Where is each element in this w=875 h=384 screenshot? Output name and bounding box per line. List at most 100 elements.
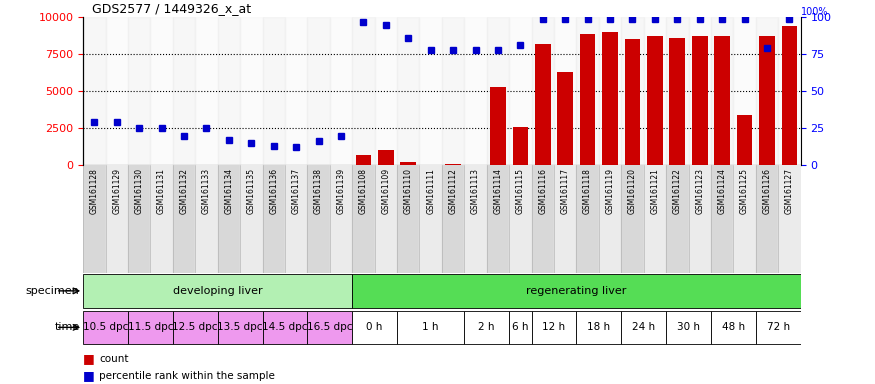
- Text: GSM161112: GSM161112: [449, 168, 458, 214]
- Bar: [218, 311, 262, 344]
- Bar: [218, 17, 240, 165]
- Bar: [106, 165, 128, 273]
- Text: GSM161108: GSM161108: [359, 168, 368, 214]
- Text: 10.5 dpc: 10.5 dpc: [83, 322, 129, 333]
- Bar: [714, 36, 730, 165]
- Bar: [577, 311, 621, 344]
- Bar: [577, 17, 598, 165]
- Bar: [465, 165, 486, 273]
- Text: GSM161134: GSM161134: [224, 168, 234, 215]
- Bar: [374, 165, 397, 273]
- Bar: [733, 17, 756, 165]
- Text: developing liver: developing liver: [173, 286, 262, 296]
- Bar: [285, 165, 307, 273]
- Bar: [487, 17, 509, 165]
- Bar: [401, 162, 416, 165]
- Text: 12 h: 12 h: [542, 322, 565, 333]
- Bar: [352, 274, 801, 308]
- Bar: [397, 165, 419, 273]
- Bar: [352, 165, 374, 273]
- Bar: [621, 165, 644, 273]
- Bar: [532, 17, 554, 165]
- Bar: [330, 17, 352, 165]
- Bar: [532, 165, 554, 273]
- Bar: [711, 165, 733, 273]
- Text: GSM161115: GSM161115: [516, 168, 525, 214]
- Bar: [535, 44, 550, 165]
- Text: 48 h: 48 h: [722, 322, 745, 333]
- Text: GSM161131: GSM161131: [158, 168, 166, 214]
- Text: GSM161119: GSM161119: [606, 168, 614, 214]
- Bar: [442, 165, 465, 273]
- Bar: [711, 17, 733, 165]
- Bar: [307, 311, 352, 344]
- Text: GSM161117: GSM161117: [561, 168, 570, 214]
- Bar: [173, 17, 195, 165]
- Bar: [621, 17, 644, 165]
- Bar: [352, 311, 397, 344]
- Bar: [83, 274, 352, 308]
- Text: 14.5 dpc: 14.5 dpc: [262, 322, 308, 333]
- Bar: [647, 36, 662, 165]
- Text: GSM161110: GSM161110: [403, 168, 413, 214]
- Bar: [374, 17, 397, 165]
- Bar: [689, 17, 711, 165]
- Bar: [692, 36, 708, 165]
- Bar: [580, 33, 596, 165]
- Text: time: time: [54, 322, 80, 333]
- Text: GSM161113: GSM161113: [471, 168, 480, 214]
- Bar: [307, 165, 330, 273]
- Text: GSM161138: GSM161138: [314, 168, 323, 214]
- Bar: [285, 17, 307, 165]
- Bar: [666, 17, 689, 165]
- Bar: [598, 165, 621, 273]
- Bar: [378, 150, 394, 165]
- Text: GSM161114: GSM161114: [493, 168, 502, 214]
- Bar: [173, 165, 195, 273]
- Text: GSM161120: GSM161120: [628, 168, 637, 214]
- Bar: [737, 115, 752, 165]
- Text: GSM161128: GSM161128: [90, 168, 99, 214]
- Bar: [778, 165, 801, 273]
- Bar: [509, 165, 532, 273]
- Bar: [128, 17, 150, 165]
- Text: 0 h: 0 h: [367, 322, 382, 333]
- Text: 100%: 100%: [802, 7, 829, 17]
- Text: GSM161123: GSM161123: [696, 168, 704, 214]
- Text: ■: ■: [83, 369, 94, 382]
- Bar: [756, 311, 801, 344]
- Bar: [487, 165, 509, 273]
- Bar: [173, 311, 218, 344]
- Text: 12.5 dpc: 12.5 dpc: [172, 322, 218, 333]
- Bar: [445, 164, 461, 165]
- Bar: [240, 165, 262, 273]
- Bar: [465, 311, 509, 344]
- Bar: [419, 165, 442, 273]
- Bar: [621, 311, 666, 344]
- Text: 13.5 dpc: 13.5 dpc: [217, 322, 262, 333]
- Bar: [509, 311, 532, 344]
- Bar: [644, 17, 666, 165]
- Bar: [756, 17, 778, 165]
- Bar: [602, 32, 618, 165]
- Bar: [554, 165, 577, 273]
- Text: count: count: [99, 354, 129, 364]
- Text: GSM161118: GSM161118: [583, 168, 592, 214]
- Bar: [83, 165, 106, 273]
- Bar: [83, 17, 106, 165]
- Bar: [397, 311, 465, 344]
- Bar: [397, 17, 419, 165]
- Bar: [577, 165, 598, 273]
- Text: GSM161129: GSM161129: [112, 168, 122, 214]
- Bar: [128, 311, 173, 344]
- Text: GSM161122: GSM161122: [673, 168, 682, 214]
- Bar: [150, 165, 173, 273]
- Bar: [513, 127, 528, 165]
- Text: GSM161127: GSM161127: [785, 168, 794, 214]
- Bar: [669, 38, 685, 165]
- Text: specimen: specimen: [25, 286, 80, 296]
- Bar: [352, 17, 374, 165]
- Bar: [262, 311, 307, 344]
- Text: regenerating liver: regenerating liver: [526, 286, 626, 296]
- Bar: [150, 17, 173, 165]
